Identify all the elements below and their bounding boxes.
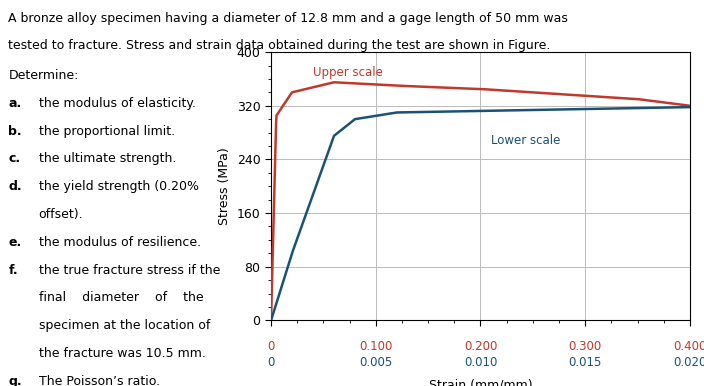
Text: c.: c. xyxy=(8,152,20,166)
Text: tested to fracture. Stress and strain data obtained during the test are shown in: tested to fracture. Stress and strain da… xyxy=(8,39,551,52)
Text: final    diameter    of    the: final diameter of the xyxy=(39,291,203,305)
Text: 0.400: 0.400 xyxy=(673,340,704,353)
Text: 0.300: 0.300 xyxy=(569,340,602,353)
Text: specimen at the location of: specimen at the location of xyxy=(39,319,210,332)
Text: the yield strength (0.20%: the yield strength (0.20% xyxy=(39,180,199,193)
Text: 0.020: 0.020 xyxy=(673,357,704,369)
Text: g.: g. xyxy=(8,375,22,386)
Text: the modulus of elasticity.: the modulus of elasticity. xyxy=(39,97,196,110)
Text: b.: b. xyxy=(8,125,22,138)
Text: the true fracture stress if the: the true fracture stress if the xyxy=(39,264,220,277)
Text: the ultimate strength.: the ultimate strength. xyxy=(39,152,176,166)
Text: f.: f. xyxy=(8,264,18,277)
Text: A bronze alloy specimen having a diameter of 12.8 mm and a gage length of 50 mm : A bronze alloy specimen having a diamete… xyxy=(8,12,568,25)
Text: d.: d. xyxy=(8,180,22,193)
Text: 0.100: 0.100 xyxy=(359,340,392,353)
Text: the proportional limit.: the proportional limit. xyxy=(39,125,175,138)
Y-axis label: Stress (MPa): Stress (MPa) xyxy=(218,147,231,225)
Text: Strain (mm/mm): Strain (mm/mm) xyxy=(429,379,532,386)
Text: Lower scale: Lower scale xyxy=(491,134,560,147)
Text: Upper scale: Upper scale xyxy=(313,66,383,79)
Text: 0.010: 0.010 xyxy=(464,357,497,369)
Text: offset).: offset). xyxy=(39,208,83,221)
Text: the fracture was 10.5 mm.: the fracture was 10.5 mm. xyxy=(39,347,206,360)
Text: 0.200: 0.200 xyxy=(464,340,497,353)
Text: a.: a. xyxy=(8,97,22,110)
Text: 0: 0 xyxy=(268,357,275,369)
Text: 0.005: 0.005 xyxy=(359,357,392,369)
Text: 0.015: 0.015 xyxy=(569,357,602,369)
Text: Determine:: Determine: xyxy=(8,69,79,82)
Text: e.: e. xyxy=(8,236,22,249)
Text: 0: 0 xyxy=(268,340,275,353)
Text: The Poisson’s ratio.: The Poisson’s ratio. xyxy=(39,375,160,386)
Text: the modulus of resilience.: the modulus of resilience. xyxy=(39,236,201,249)
